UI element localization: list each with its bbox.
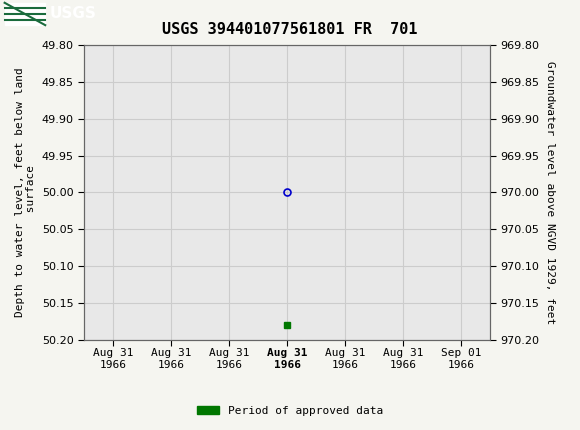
Bar [5, 3, 45, 25]
Text: USGS: USGS [49, 6, 96, 22]
Y-axis label: Groundwater level above NGVD 1929, feet: Groundwater level above NGVD 1929, feet [545, 61, 555, 324]
Legend: Period of approved data: Period of approved data [193, 401, 387, 420]
Y-axis label: Depth to water level, feet below land
 surface: Depth to water level, feet below land su… [14, 68, 36, 317]
Text: USGS 394401077561801 FR  701: USGS 394401077561801 FR 701 [162, 22, 418, 37]
